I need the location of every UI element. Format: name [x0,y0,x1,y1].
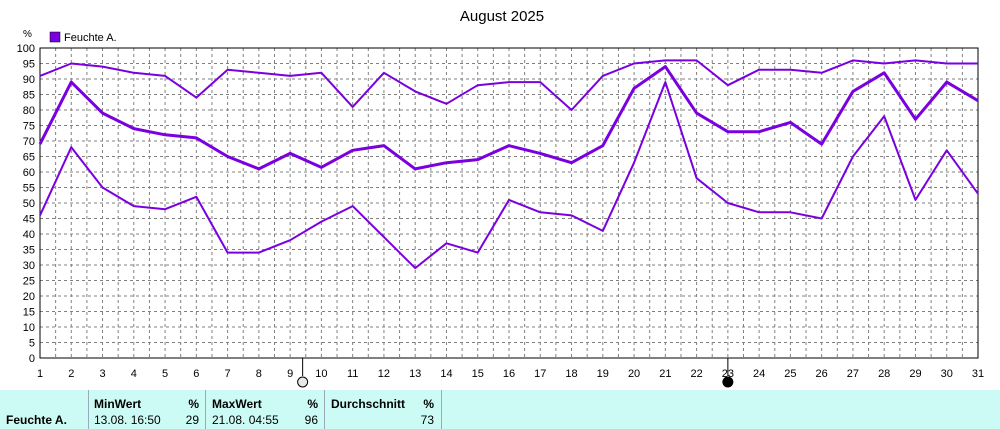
min-cell: MinWert % 13.08. 16:50 29 [89,390,205,429]
min-header: MinWert [94,397,142,411]
y-tick-label: 50 [23,198,35,210]
y-tick-label: 15 [23,307,35,319]
max-unit: % [307,397,318,411]
x-tick-label: 15 [472,368,484,380]
x-tick-label: 14 [440,368,452,380]
x-tick-label: 25 [784,368,796,380]
max-header: MaxWert [212,397,262,411]
y-tick-label: 55 [23,183,35,195]
series-line-max [39,59,978,111]
x-tick-label: 27 [847,368,859,380]
y-tick-label: 65 [23,152,35,164]
x-tick-label: 8 [256,368,262,380]
stats-row-label: Feuchte A. [6,413,67,427]
x-tick-label: 3 [99,368,105,380]
y-tick-label: 35 [23,245,35,257]
x-tick-label: 6 [193,368,199,380]
avg-header: Durchschnitt [331,397,406,411]
y-tick-label: 100 [17,43,35,55]
y-tick-label: 10 [23,322,35,334]
max-cell: MaxWert % 21.08. 04:55 96 [206,390,324,429]
series-line-mean [38,65,979,171]
open-marker-icon [297,376,309,388]
stats-panel: Feuchte A. MinWert % 13.08. 16:50 29 Max… [0,390,1000,429]
y-tick-label: 95 [23,59,35,71]
y-tick-label: 25 [23,276,35,288]
avg-unit: % [423,397,434,411]
x-tick-label: 5 [162,368,168,380]
y-tick-label: 70 [23,136,35,148]
legend-label: Feuchte A. [64,32,117,44]
max-value: 96 [304,413,318,427]
y-tick-label: 30 [23,260,35,272]
x-tick-label: 29 [909,368,921,380]
x-tick-label: 16 [503,368,515,380]
y-tick-label: 75 [23,121,35,133]
min-time: 13.08. 16:50 [94,413,161,427]
x-tick-label: 2 [68,368,74,380]
avg-cell: Durchschnitt % 73 [325,390,441,429]
plot-frame [39,47,979,359]
y-tick-label: 5 [29,338,35,350]
y-tick-label: 0 [29,353,35,365]
stats-row-label-cell: Feuchte A. [0,390,88,429]
min-value: 29 [185,413,199,427]
filled-marker-icon [722,376,734,388]
x-tick-label: 26 [816,368,828,380]
x-tick-label: 20 [628,368,640,380]
y-tick-label: 45 [23,214,35,226]
x-tick-label: 9 [287,368,293,380]
avg-value: 73 [420,413,434,427]
y-tick-label: 20 [23,291,35,303]
x-tick-label: 17 [534,368,546,380]
x-tick-label: 10 [315,368,327,380]
x-tick-label: 7 [225,368,231,380]
legend-swatch [49,31,61,43]
x-tick-label: 22 [690,368,702,380]
y-axis-unit: % [23,29,32,40]
x-tick-label: 21 [659,368,671,380]
max-time: 21.08. 04:55 [212,413,279,427]
x-tick-label: 31 [972,368,984,380]
humidity-chart: August 2025 % Feuchte A. 051015202530354… [17,8,984,388]
x-tick-label: 13 [409,368,421,380]
x-tick-label: 28 [878,368,890,380]
plot-area: 0510152025303540455055606570758085909510… [17,43,984,388]
series-line-min [39,81,979,270]
x-tick-label: 1 [37,368,43,380]
x-tick-label: 24 [753,368,765,380]
y-tick-label: 40 [23,229,35,241]
chart-title: August 2025 [460,8,544,25]
y-tick-label: 80 [23,105,35,117]
min-unit: % [188,397,199,411]
x-tick-label: 12 [378,368,390,380]
x-tick-label: 4 [131,368,137,380]
y-tick-label: 60 [23,167,35,179]
x-tick-label: 30 [941,368,953,380]
y-tick-label: 90 [23,74,35,86]
x-tick-label: 18 [565,368,577,380]
x-tick-label: 11 [347,368,358,380]
x-tick-label: 19 [597,368,609,380]
y-tick-label: 85 [23,90,35,102]
